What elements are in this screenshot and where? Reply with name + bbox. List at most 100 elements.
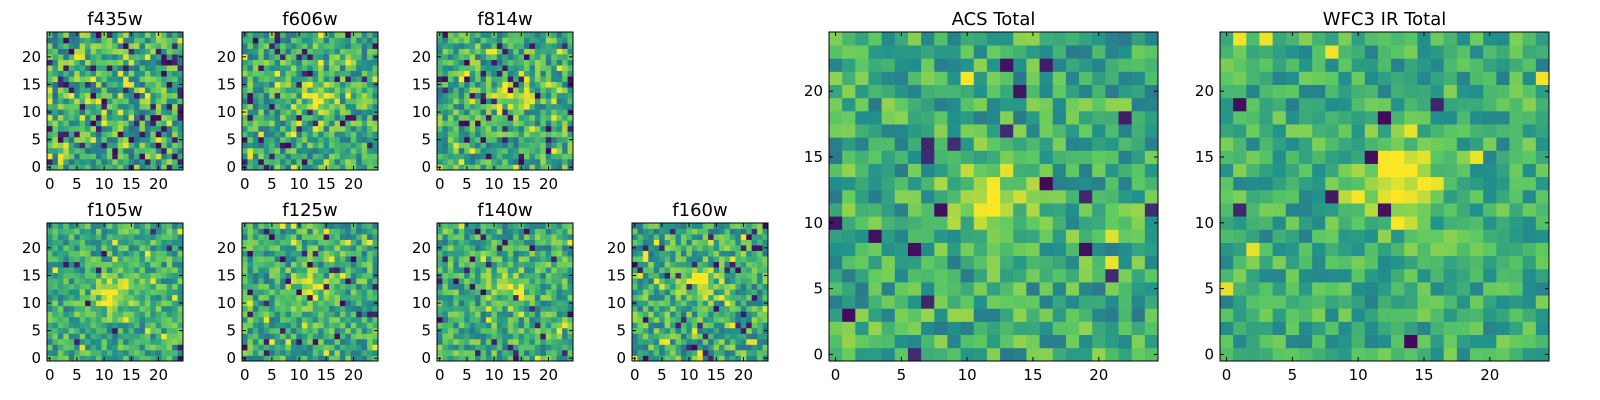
heatmap-cell — [670, 344, 676, 351]
heatmap-cell — [177, 256, 184, 262]
heatmap-cell — [350, 344, 357, 351]
heatmap-cell — [480, 289, 487, 296]
heatmap-cell — [339, 103, 346, 110]
heatmap-cell — [973, 282, 988, 296]
heatmap-cell — [567, 294, 574, 301]
heatmap-cell — [437, 98, 443, 105]
heatmap-cell — [258, 223, 265, 229]
heatmap-cell — [334, 70, 341, 77]
heatmap-cell — [496, 131, 503, 138]
heatmap-cell — [442, 338, 449, 345]
heatmap-cell — [312, 32, 319, 38]
heatmap-cell — [496, 305, 503, 312]
heatmap-cell — [719, 338, 725, 345]
heatmap-cell — [112, 294, 119, 301]
heatmap-cell — [702, 250, 709, 257]
heatmap-cell — [746, 344, 753, 351]
heatmap-cell — [134, 267, 140, 274]
heatmap-cell — [318, 147, 324, 154]
heatmap-cell — [263, 294, 270, 301]
heatmap-cell — [63, 114, 70, 121]
heatmap-cell — [128, 294, 135, 301]
heatmap-cell — [112, 311, 119, 318]
heatmap-cell — [713, 261, 720, 268]
heatmap-cell — [47, 153, 53, 160]
heatmap-cell — [556, 59, 563, 66]
axes-frame — [436, 31, 574, 171]
heatmap-cell — [518, 37, 525, 44]
heatmap-cell — [447, 98, 454, 105]
heatmap-cell — [469, 278, 476, 285]
heatmap-cell — [57, 305, 64, 312]
heatmap-cell — [973, 189, 988, 204]
heatmap-cell — [447, 245, 454, 251]
axes-frame — [436, 222, 574, 362]
heatmap-cell — [551, 109, 558, 116]
heatmap-cell — [318, 250, 324, 257]
heatmap-cell — [540, 355, 547, 362]
heatmap-cell — [290, 294, 297, 301]
heatmap-cell — [453, 289, 460, 296]
heatmap-cell — [123, 43, 129, 49]
heatmap-cell — [68, 70, 75, 77]
heatmap-cell — [323, 272, 330, 279]
heatmap-cell — [166, 327, 173, 334]
heatmap-cell — [177, 228, 184, 235]
heatmap-cell — [361, 278, 368, 285]
heatmap-cell — [155, 239, 162, 246]
heatmap-cell — [68, 114, 75, 121]
heatmap-cell — [518, 300, 525, 307]
heatmap-cell — [166, 272, 173, 279]
heatmap-cell — [507, 153, 514, 160]
heatmap-cell — [491, 147, 498, 154]
heatmap-cell — [469, 316, 476, 323]
heatmap-cell — [252, 120, 259, 127]
heatmap-cell — [155, 147, 162, 154]
heatmap-cell — [47, 294, 53, 301]
heatmap-cell — [719, 300, 725, 307]
heatmap-cell — [274, 250, 281, 257]
heatmap-cell — [442, 327, 449, 334]
heatmap-cell — [47, 289, 53, 296]
heatmap-cell — [719, 272, 725, 279]
heatmap-cell — [52, 81, 59, 88]
heatmap-cell — [323, 228, 330, 235]
heatmap-cell — [762, 344, 769, 351]
heatmap-cell — [947, 189, 961, 204]
heatmap-cell — [144, 120, 151, 127]
heatmap-cell — [166, 228, 173, 235]
heatmap-cell — [274, 289, 281, 296]
heatmap-cell — [680, 305, 687, 312]
heatmap-cell — [513, 300, 519, 307]
heatmap-cell — [934, 308, 948, 322]
heatmap-cell — [307, 239, 314, 246]
heatmap-cell — [513, 32, 519, 38]
heatmap-cell — [507, 164, 514, 171]
heatmap-cell — [670, 278, 676, 285]
heatmap-cell — [339, 81, 346, 88]
heatmap-cell — [269, 59, 275, 66]
heatmap-cell — [534, 239, 541, 246]
heatmap-cell — [172, 37, 178, 44]
heatmap-cell — [139, 65, 146, 71]
heatmap-cell — [556, 37, 563, 44]
heatmap-cell — [1000, 255, 1014, 270]
heatmap-cell — [485, 239, 492, 246]
heatmap-cell — [307, 164, 314, 171]
heatmap-cell — [469, 223, 476, 229]
heatmap-cell — [691, 311, 698, 318]
heatmap-cell — [757, 245, 763, 251]
heatmap-cell — [735, 267, 742, 274]
heatmap-cell — [296, 76, 303, 83]
heatmap-cell — [258, 98, 265, 105]
heatmap-cell — [263, 70, 270, 77]
heatmap-cell — [642, 327, 649, 334]
heatmap-cell — [751, 311, 758, 318]
heatmap-cell — [1079, 295, 1093, 309]
panel-title-f606w: f606w — [282, 9, 337, 30]
heatmap-cell — [496, 228, 503, 235]
heatmap-cell — [285, 125, 292, 132]
heatmap-cell — [567, 153, 574, 160]
heatmap-cell — [90, 103, 97, 110]
heatmap-cell — [144, 164, 151, 171]
